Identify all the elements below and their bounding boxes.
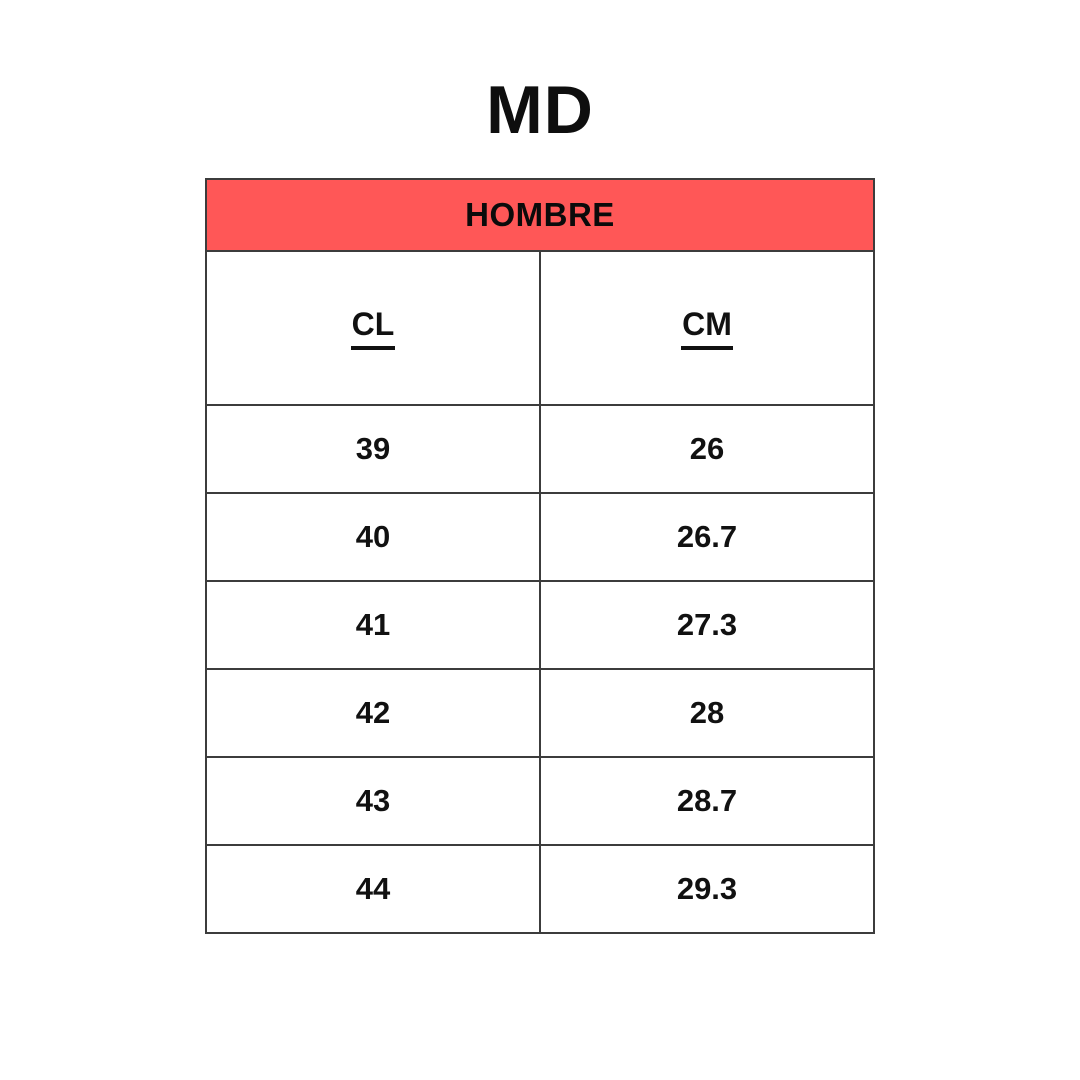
cell-cl: 42 — [205, 668, 541, 758]
cell-cm: 29.3 — [539, 844, 875, 934]
table-row: 40 26.7 — [205, 492, 875, 582]
table-row: 41 27.3 — [205, 580, 875, 670]
size-chart-table: HOMBRE CL CM 39 26 40 26.7 41 27.3 42 28 — [205, 178, 875, 934]
table-row: 44 29.3 — [205, 844, 875, 934]
cell-cm: 27.3 — [539, 580, 875, 670]
cell-cl: 44 — [205, 844, 541, 934]
column-header-cl: CL — [205, 250, 541, 406]
table-row: 43 28.7 — [205, 756, 875, 846]
cell-cm: 26 — [539, 404, 875, 494]
column-header-cm-label: CM — [681, 306, 733, 350]
cell-cm: 26.7 — [539, 492, 875, 582]
cell-cm: 28 — [539, 668, 875, 758]
page-title: MD — [486, 72, 594, 148]
column-header-cm: CM — [539, 250, 875, 406]
column-header-row: CL CM — [205, 250, 875, 406]
table-row: 39 26 — [205, 404, 875, 494]
cell-cl: 43 — [205, 756, 541, 846]
cell-cl: 41 — [205, 580, 541, 670]
column-header-cl-label: CL — [350, 306, 396, 350]
category-header-label: HOMBRE — [205, 178, 875, 252]
table-row: 42 28 — [205, 668, 875, 758]
cell-cl: 40 — [205, 492, 541, 582]
category-header-row: HOMBRE — [205, 178, 875, 252]
cell-cl: 39 — [205, 404, 541, 494]
cell-cm: 28.7 — [539, 756, 875, 846]
